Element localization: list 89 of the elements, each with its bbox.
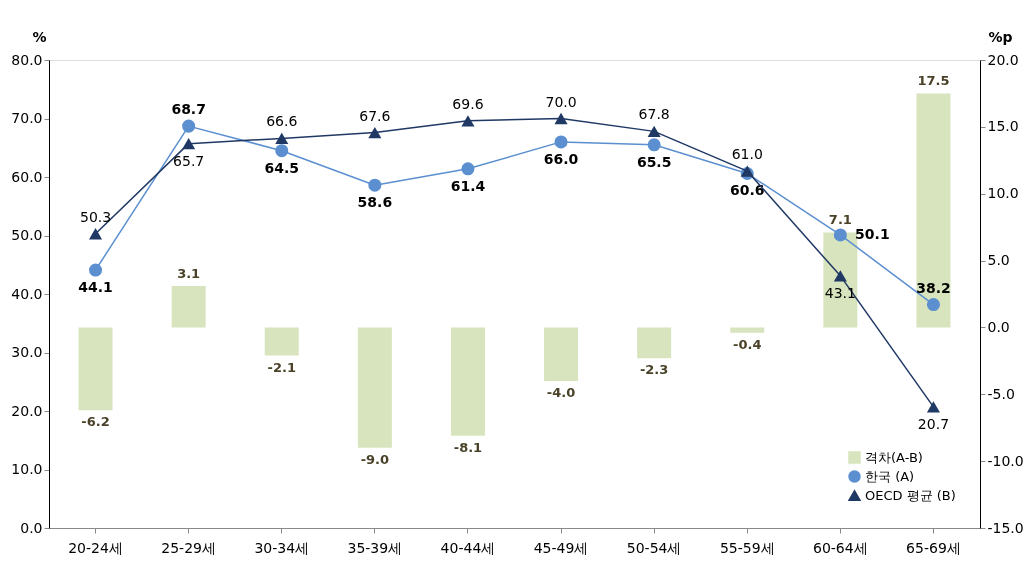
bar: [78, 327, 113, 411]
data-label: 3.1: [177, 265, 201, 281]
data-label: -0.4: [733, 336, 762, 352]
y2-tick-label: 5.0: [987, 252, 1010, 269]
data-label: 67.8: [638, 106, 670, 123]
x-tick-label: 20-24세: [68, 539, 123, 556]
data-label: 17.5: [917, 73, 950, 89]
point: [647, 138, 661, 152]
data-label: 69.6: [452, 95, 484, 112]
x-tick-label: 50-54세: [626, 539, 682, 556]
point: [833, 270, 847, 282]
y2-tick-label: 15.0: [987, 118, 1019, 135]
legend-label: 한국 (A): [865, 468, 915, 484]
data-label: 58.6: [357, 194, 393, 211]
bar: [357, 327, 392, 448]
point: [461, 162, 475, 176]
point: [89, 228, 103, 240]
x-tick-label: 25-29세: [161, 539, 216, 556]
data-label: 60.6: [729, 182, 765, 199]
data-label: 20.7: [917, 415, 950, 432]
data-label: 67.6: [359, 107, 391, 124]
data-label: 70.0: [545, 93, 577, 110]
x-tick-label: 45-49세: [533, 539, 589, 556]
data-label: 64.5: [264, 159, 300, 176]
point: [554, 135, 568, 149]
y-tick-label: 50.0: [11, 227, 43, 243]
legend-label: 격차(A-B): [865, 449, 923, 465]
data-label: -6.2: [81, 414, 110, 430]
point: [647, 125, 661, 138]
data-label: 44.1: [78, 279, 113, 296]
bar: [544, 327, 579, 381]
x-tick-label: 30-34세: [254, 539, 310, 556]
data-label: 61.0: [731, 146, 763, 163]
point: [368, 178, 382, 192]
y2-axis-title: %p: [988, 28, 1013, 45]
data-label: -8.1: [453, 439, 483, 455]
point: [275, 132, 289, 145]
point: [275, 144, 289, 158]
point: [833, 228, 847, 242]
data-label: 50.3: [79, 208, 112, 225]
data-label: 65.7: [173, 152, 205, 169]
y-tick-label: 40.0: [11, 285, 43, 302]
point: [926, 298, 940, 312]
point: [554, 112, 568, 125]
bar: [823, 232, 858, 328]
data-label: 68.7: [171, 101, 206, 118]
data-label: -9.0: [360, 451, 390, 467]
point: [368, 126, 382, 139]
y2-tick-label: 10.0: [987, 185, 1019, 202]
y-axis-title: %: [32, 28, 47, 45]
data-label: 65.5: [636, 153, 672, 170]
y2-tick-label: -15.0: [987, 519, 1024, 536]
y2-tick-label: 20.0: [987, 51, 1019, 68]
bar: [916, 93, 951, 328]
data-label: 38.2: [916, 279, 951, 296]
y-tick-label: 70.0: [11, 110, 43, 126]
y-tick-label: 20.0: [11, 402, 43, 419]
x-tick-label: 40-44세: [440, 539, 496, 556]
data-label: 66.0: [543, 150, 579, 167]
point: [182, 138, 196, 150]
y2-tick-label: 0.0: [987, 318, 1010, 335]
bar: [171, 285, 206, 328]
bar: [730, 327, 765, 333]
y-tick-label: 10.0: [11, 461, 43, 477]
y-tick-label: 0.0: [20, 519, 43, 536]
data-label: 7.1: [828, 212, 852, 228]
y2-tick-label: -10.0: [987, 452, 1024, 469]
y-tick-label: 80.0: [11, 51, 43, 68]
data-label: 61.4: [450, 177, 486, 194]
data-label: -2.1: [267, 359, 296, 375]
y-tick-label: 60.0: [11, 168, 43, 185]
data-label: -4.0: [546, 384, 576, 400]
point: [461, 115, 475, 127]
y2-tick-label: -5.0: [987, 385, 1015, 402]
x-tick-label: 55-59세: [719, 539, 775, 556]
x-tick-label: 60-64세: [813, 539, 868, 556]
bar: [637, 327, 672, 359]
point: [89, 263, 103, 277]
point: [182, 119, 196, 133]
point: [926, 401, 940, 413]
legend-label: OECD 평균 (B): [865, 487, 956, 503]
x-tick-label: 65-69세: [906, 539, 961, 556]
data-label: 50.1: [855, 225, 890, 242]
bar: [450, 327, 485, 436]
y-tick-label: 30.0: [11, 344, 43, 360]
x-tick-label: 35-39세: [347, 539, 403, 556]
data-label: 66.6: [266, 113, 298, 130]
data-label: -2.3: [639, 362, 669, 378]
bar: [264, 327, 299, 356]
